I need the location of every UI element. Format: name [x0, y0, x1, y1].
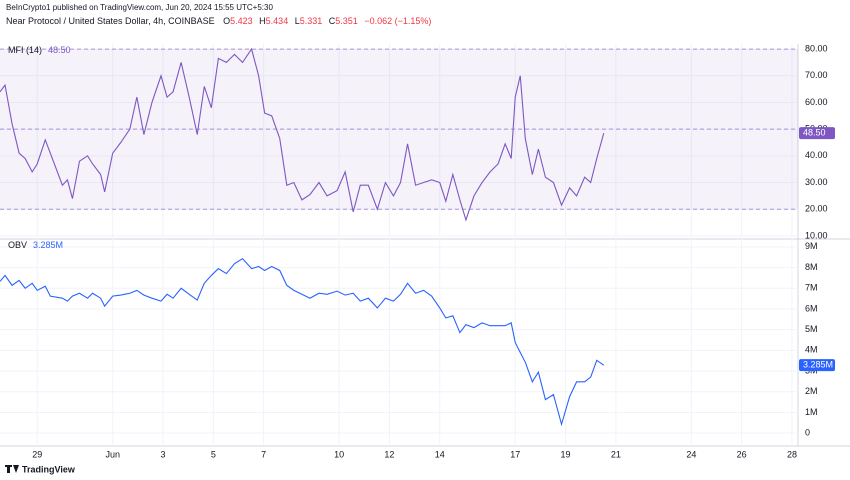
legend-name: MFI (14): [8, 45, 42, 55]
y-tick-label: 80.00: [805, 43, 828, 53]
x-tick-label: 17: [510, 449, 520, 459]
legend: OBV 3.285M: [8, 240, 63, 250]
x-tick-label: 29: [32, 449, 42, 459]
ohlc-key: O: [223, 16, 230, 26]
x-tick-label: 3: [161, 449, 166, 459]
x-tick-label: 24: [686, 449, 696, 459]
logo-icon: [5, 465, 19, 473]
y-tick-label: 6M: [805, 303, 818, 313]
y-tick-label: 1M: [805, 407, 818, 417]
y-tick-label: 8M: [805, 262, 818, 272]
legend-name: OBV: [8, 240, 27, 250]
x-tick-label: 14: [435, 449, 445, 459]
ohlc-key: H: [259, 16, 266, 26]
ohlc-value: 5.423: [230, 16, 253, 26]
legend-value: 3.285M: [33, 240, 63, 250]
symbol-line: Near Protocol / United States Dollar, 4h…: [6, 16, 431, 26]
y-tick-label: 4M: [805, 345, 818, 355]
change: −0.062 (−1.15%): [364, 16, 431, 26]
y-tick-label: 0: [805, 428, 810, 438]
symbol: Near Protocol / United States Dollar, 4h…: [6, 16, 215, 26]
series-line: [0, 257, 605, 427]
x-tick-label: 10: [334, 449, 344, 459]
x-tick-label: 26: [737, 449, 747, 459]
x-tick-label: 19: [561, 449, 571, 459]
ohlc-value: 5.331: [300, 16, 323, 26]
y-tick-label: 9M: [805, 241, 818, 251]
x-tick-label: 28: [787, 449, 797, 459]
brand-text: TradingView: [22, 464, 76, 474]
attribution: BeInCrypto1 published on TradingView.com…: [6, 3, 273, 12]
ohlc-value: 5.434: [266, 16, 289, 26]
y-tick-label: 20.00: [805, 204, 828, 214]
legend-value: 48.50: [48, 45, 71, 55]
ohlc-value: 5.351: [335, 16, 358, 26]
last-value-label: 48.50: [803, 128, 826, 138]
y-tick-label: 30.00: [805, 177, 828, 187]
y-tick-label: 60.00: [805, 97, 828, 107]
y-tick-label: 70.00: [805, 70, 828, 80]
x-tick-label: 21: [611, 449, 621, 459]
series-line: [0, 47, 605, 222]
last-value-label: 3.285M: [803, 360, 833, 370]
x-tick-label: 7: [261, 449, 266, 459]
y-tick-label: 40.00: [805, 150, 828, 160]
y-tick-label: 5M: [805, 324, 818, 334]
brand-logo: TradingView: [5, 464, 76, 474]
last-value-badge: [799, 359, 835, 372]
y-tick-label: 10.00: [805, 230, 828, 240]
last-value-badge: [799, 127, 835, 140]
ohlc-key: C: [329, 16, 336, 26]
legend: MFI (14) 48.50: [8, 45, 71, 55]
x-tick-label: Jun: [105, 449, 120, 459]
y-tick-label: 7M: [805, 283, 818, 293]
x-tick-label: 5: [211, 449, 216, 459]
x-tick-label: 12: [384, 449, 394, 459]
y-tick-label: 2M: [805, 386, 818, 396]
ohlc-key: L: [295, 16, 300, 26]
